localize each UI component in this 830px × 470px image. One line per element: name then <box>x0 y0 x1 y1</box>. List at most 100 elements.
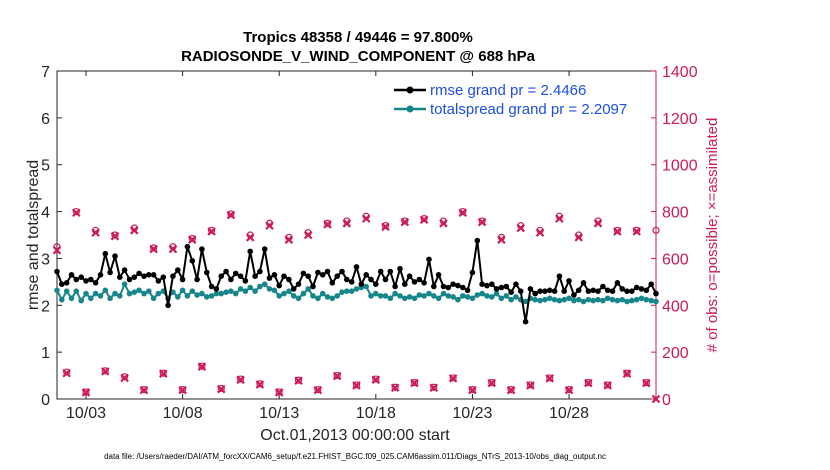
rmse-point <box>445 284 452 291</box>
rmse-point <box>339 268 345 275</box>
rmse-point <box>146 272 152 278</box>
totalspread-point <box>223 289 229 296</box>
totalspread-point <box>542 296 548 303</box>
obs-assimilated-marker <box>236 375 245 385</box>
totalspread-point <box>406 294 413 300</box>
obs-possible-marker <box>121 373 129 381</box>
totalspread-point <box>571 297 577 304</box>
totalspread-point <box>585 296 592 303</box>
totalspread-point <box>522 298 529 305</box>
totalspread-point <box>387 295 394 302</box>
obs-possible-marker <box>633 226 641 234</box>
totalspread-point <box>247 284 253 291</box>
rmse-point <box>537 288 543 295</box>
obs-possible-marker <box>604 381 612 389</box>
obs-possible-marker <box>207 226 216 234</box>
obs-possible-marker <box>584 379 592 387</box>
totalspread-point <box>78 297 84 304</box>
obs-possible-marker <box>82 388 90 396</box>
rmse-point <box>295 281 302 288</box>
rmse-point <box>469 269 476 276</box>
obs-possible-marker <box>150 244 158 252</box>
rmse-point <box>150 272 157 278</box>
rmse-point <box>421 280 427 286</box>
obs-assimilated-marker <box>613 227 622 236</box>
rmse-point <box>92 280 99 286</box>
obs-assimilated-marker <box>284 235 294 244</box>
obs-possible-marker <box>236 375 245 383</box>
obs-possible-marker <box>459 207 467 216</box>
totalspread-point <box>648 297 654 304</box>
rmse-point <box>78 274 84 281</box>
totalspread-point <box>213 290 220 297</box>
legend: rmse grand pr = 2.4466 totalspread grand… <box>388 76 651 121</box>
totalspread-point <box>339 289 345 296</box>
totalspread-point <box>397 293 403 299</box>
rmse-point <box>175 267 181 273</box>
rmse-point <box>324 268 331 275</box>
x-tick-label: 10/03 <box>66 405 106 422</box>
rmse-point <box>411 279 418 285</box>
rmse-point <box>276 282 283 289</box>
rmse-point <box>484 282 490 289</box>
y-axis-left: 0 1 2 3 4 5 6 7 <box>41 64 62 409</box>
totalspread-point <box>368 293 374 299</box>
obs-assimilated-marker <box>197 362 207 371</box>
y2-tick-label: 0 <box>662 392 671 409</box>
obs-possible-marker <box>507 386 515 394</box>
totalspread-point <box>421 293 427 299</box>
rmse-point <box>503 283 510 290</box>
totalspread-point <box>503 293 510 299</box>
footer-datafile: data file: /Users/raeder/DAI/ATM_forcXX/… <box>104 452 606 461</box>
totalspread-point <box>121 281 128 288</box>
obs-assimilated-marker <box>226 210 236 220</box>
rmse-point <box>286 276 292 283</box>
obs-possible-marker <box>430 383 438 391</box>
rmse-point <box>580 280 587 286</box>
y-tick-label: 3 <box>41 251 50 268</box>
totalspread-point <box>232 290 239 297</box>
totalspread-point <box>155 290 162 297</box>
totalspread-point <box>329 295 336 302</box>
totalspread-point <box>271 287 278 294</box>
rmse-point <box>102 250 109 257</box>
obs-assimilated-marker <box>294 376 303 386</box>
totalspread-point <box>334 293 341 299</box>
rmse-point <box>431 283 437 290</box>
totalspread-point <box>290 293 297 299</box>
obs-assimilated-marker <box>400 217 410 227</box>
rmse-point <box>464 287 471 294</box>
obs-possible-marker <box>613 226 621 234</box>
rmse-point <box>624 288 630 295</box>
y2-tick-label: 1200 <box>662 111 698 128</box>
obs-possible-marker <box>420 215 428 223</box>
rmse-point <box>416 276 423 283</box>
totalspread-point <box>455 296 461 303</box>
rmse-point <box>329 280 336 286</box>
obs-possible-marker <box>178 386 187 394</box>
totalspread-point <box>445 293 452 299</box>
rmse-point <box>566 278 572 284</box>
rmse-point <box>242 278 249 284</box>
obs-assimilated-marker <box>72 208 81 218</box>
y-tick-label: 1 <box>41 345 50 362</box>
legend-marker-spread <box>406 105 414 113</box>
totalspread-point <box>107 295 113 302</box>
y-tick-label: 2 <box>41 298 50 315</box>
series-layer <box>54 237 659 325</box>
totalspread-point <box>373 290 379 297</box>
obs-assimilated-marker <box>545 374 555 383</box>
obs-assimilated-marker <box>62 368 71 378</box>
y-axis-right-label: # of obs: o=possible; ×=assimilated <box>704 118 721 353</box>
totalspread-point <box>629 297 635 304</box>
obs-assimilated-marker <box>632 227 641 236</box>
rmse-point <box>73 276 80 283</box>
obs-assimilated-marker <box>603 381 612 390</box>
totalspread-point <box>556 297 563 304</box>
totalspread-point <box>604 295 611 302</box>
totalspread-point <box>97 293 104 299</box>
totalspread-point <box>546 295 553 302</box>
y2-tick-label: 600 <box>662 251 689 268</box>
rmse-point <box>358 281 365 288</box>
obs-assimilated-marker <box>313 385 323 395</box>
